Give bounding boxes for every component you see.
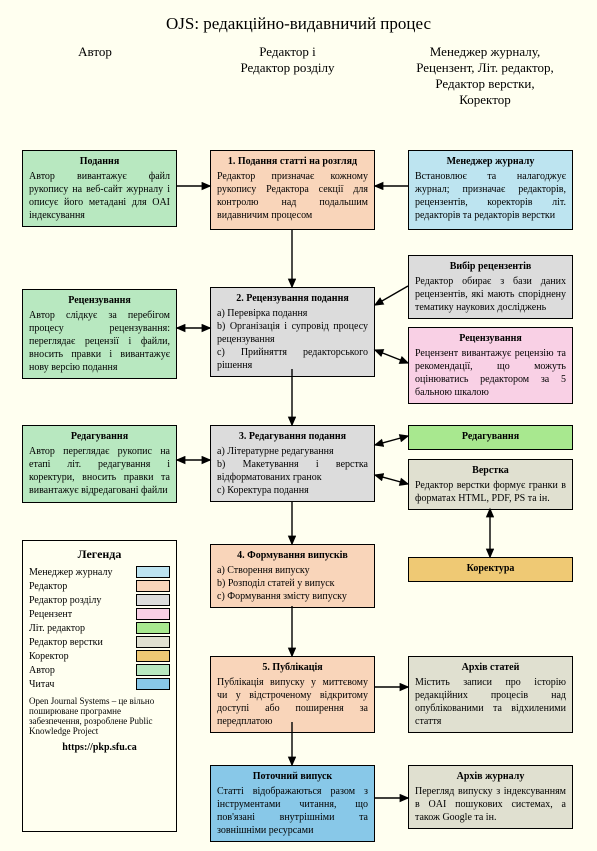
legend-label: Редактор розділу bbox=[29, 595, 136, 606]
legend-box: Легенда Менеджер журналу Редактор Редактор… bbox=[22, 540, 177, 832]
legend-label: Редактор bbox=[29, 581, 136, 592]
legend-swatch bbox=[136, 678, 170, 690]
flow-box-body: Містить записи про історію редакційних п… bbox=[415, 676, 566, 728]
flow-box-title: 5. Публікація bbox=[217, 661, 368, 674]
flow-box-title: Рецензування bbox=[415, 332, 566, 345]
flow-box-body: Статті відображаються разом з інструмент… bbox=[217, 785, 368, 837]
legend-swatch bbox=[136, 566, 170, 578]
flow-box-body: a) Літературне редагування b) Макетуванн… bbox=[217, 445, 368, 497]
flow-box-c6: Поточний випуск Статті відображаються раз… bbox=[210, 765, 375, 842]
legend-swatch bbox=[136, 636, 170, 648]
flow-box-r3: Рецензування Рецензент вивантажує рецензі… bbox=[408, 327, 573, 404]
flow-box-a2: Рецензування Автор слідкує за перебігом п… bbox=[22, 289, 177, 379]
flow-box-title: Архів журналу bbox=[415, 770, 566, 783]
flow-box-a3: Редагування Автор переглядає рукопис на е… bbox=[22, 425, 177, 503]
flow-box-r7: Архів статей Містить записи про історію р… bbox=[408, 656, 573, 733]
flow-box-title: 3. Редагування подання bbox=[217, 430, 368, 443]
flow-box-title: Поточний випуск bbox=[217, 770, 368, 783]
legend-row: Редактор bbox=[29, 580, 170, 592]
legend-row: Менеджер журналу bbox=[29, 566, 170, 578]
flow-box-title: Редагування bbox=[415, 430, 566, 443]
flow-box-title: Рецензування bbox=[29, 294, 170, 307]
flow-box-title: 4. Формування випусків bbox=[217, 549, 368, 562]
flow-box-body: a) Перевірка подання b) Організація і су… bbox=[217, 307, 368, 372]
flow-box-title: Менеджер журналу bbox=[415, 155, 566, 168]
flow-box-a1: Подання Автор вивантажує файл рукопису на… bbox=[22, 150, 177, 227]
flow-box-r6: Коректура bbox=[408, 557, 573, 582]
flow-box-title: Архів статей bbox=[415, 661, 566, 674]
col-author: Автор bbox=[0, 44, 190, 108]
col-others: Менеджер журналу, Рецензент, Літ. редакт… bbox=[385, 44, 585, 108]
flow-box-body: Автор вивантажує файл рукопису на веб-са… bbox=[29, 170, 170, 222]
flow-box-body: Перегляд випуску з індексуванням в OAI п… bbox=[415, 785, 566, 824]
flow-box-body: Редактор призначає кожному рукопису Реда… bbox=[217, 170, 368, 222]
flow-box-r5: Верстка Редактор верстки формує гранки в … bbox=[408, 459, 573, 510]
flow-box-r8: Архів журналу Перегляд випуску з індексув… bbox=[408, 765, 573, 829]
flow-box-c4: 4. Формування випусків a) Створення випус… bbox=[210, 544, 375, 608]
legend-row: Автор bbox=[29, 664, 170, 676]
flow-box-c1: 1. Подання статті на розгляд Редактор при… bbox=[210, 150, 375, 230]
flow-box-title: Подання bbox=[29, 155, 170, 168]
arrow bbox=[375, 436, 408, 445]
legend-swatch bbox=[136, 650, 170, 662]
flow-box-c5: 5. Публікація Публікація випуску у миттєв… bbox=[210, 656, 375, 733]
flow-box-body: Автор переглядає рукопис на етапі літ. р… bbox=[29, 445, 170, 497]
legend-label: Літ. редактор bbox=[29, 623, 136, 634]
flow-box-title: 2. Рецензування подання bbox=[217, 292, 368, 305]
legend-label: Редактор верстки bbox=[29, 637, 136, 648]
flow-box-title: Редагування bbox=[29, 430, 170, 443]
legend-title: Легенда bbox=[29, 547, 170, 562]
legend-row: Читач bbox=[29, 678, 170, 690]
flow-box-title: 1. Подання статті на розгляд bbox=[217, 155, 368, 168]
legend-row: Рецензент bbox=[29, 608, 170, 620]
legend-label: Рецензент bbox=[29, 609, 136, 620]
flow-box-body: a) Створення випуску b) Розподіл статей … bbox=[217, 564, 368, 603]
legend-row: Літ. редактор bbox=[29, 622, 170, 634]
arrow bbox=[375, 475, 408, 484]
flow-box-c3: 3. Редагування подання a) Літературне ред… bbox=[210, 425, 375, 502]
column-headers: Автор Редактор і Редактор розділу Менедж… bbox=[0, 44, 597, 118]
flow-box-title: Вибір рецензентів bbox=[415, 260, 566, 273]
arrow bbox=[375, 286, 408, 305]
flow-box-body: Публікація випуску у миттєвому чи у відс… bbox=[217, 676, 368, 728]
legend-label: Коректор bbox=[29, 651, 136, 662]
flow-box-c2: 2. Рецензування подання a) Перевірка пода… bbox=[210, 287, 375, 377]
legend-row: Редактор розділу bbox=[29, 594, 170, 606]
legend-swatch bbox=[136, 664, 170, 676]
flow-box-body: Автор слідкує за перебігом процесу рецен… bbox=[29, 309, 170, 374]
flow-box-r2: Вибір рецензентів Редактор обирає з бази … bbox=[408, 255, 573, 319]
legend-label: Читач bbox=[29, 679, 136, 690]
legend-footer: Open Journal Systems – це вільно поширюв… bbox=[29, 696, 170, 736]
flow-box-r4: Редагування bbox=[408, 425, 573, 450]
flow-box-body: Встановлює та налагоджує журнал; признач… bbox=[415, 170, 566, 222]
legend-swatch bbox=[136, 622, 170, 634]
legend-row: Редактор верстки bbox=[29, 636, 170, 648]
page-title: OJS: редакційно-видавничий процес bbox=[0, 0, 597, 44]
arrow bbox=[375, 350, 408, 363]
legend-swatch bbox=[136, 608, 170, 620]
flow-box-body: Рецензент вивантажує рецензію та рекомен… bbox=[415, 347, 566, 399]
legend-swatch bbox=[136, 594, 170, 606]
legend-url: https://pkp.sfu.ca bbox=[29, 742, 170, 753]
col-editor: Редактор і Редактор розділу bbox=[190, 44, 385, 108]
legend-label: Менеджер журналу bbox=[29, 567, 136, 578]
flow-box-title: Коректура bbox=[415, 562, 566, 575]
flow-box-title: Верстка bbox=[415, 464, 566, 477]
flow-box-body: Редактор верстки формує гранки в формата… bbox=[415, 479, 566, 505]
flow-box-r1: Менеджер журналу Встановлює та налагоджує… bbox=[408, 150, 573, 230]
legend-swatch bbox=[136, 580, 170, 592]
legend-row: Коректор bbox=[29, 650, 170, 662]
legend-label: Автор bbox=[29, 665, 136, 676]
flow-box-body: Редактор обирає з бази даних рецензентів… bbox=[415, 275, 566, 314]
